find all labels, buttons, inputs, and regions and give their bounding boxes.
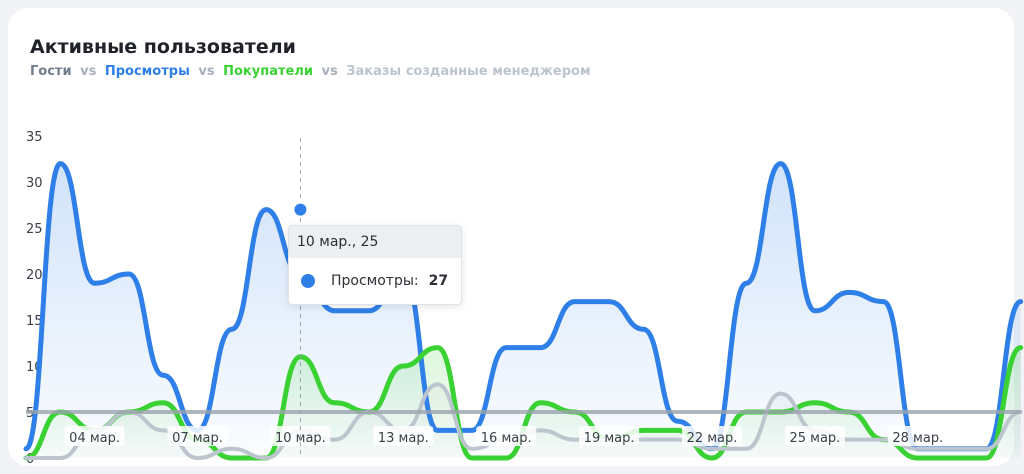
chart-subtitle: Гости vs Просмотры vs Покупатели vs Зака… bbox=[30, 64, 595, 79]
highlight-point bbox=[292, 201, 309, 218]
series-views-line bbox=[23, 161, 1024, 452]
y-tick-label: 20 bbox=[26, 268, 43, 283]
x-tick-label-bg bbox=[167, 426, 228, 446]
x-tick-label: 10 мар. bbox=[275, 431, 326, 446]
y-tick-label: 30 bbox=[26, 176, 43, 191]
x-tick-label: 07 мар. bbox=[172, 431, 223, 446]
x-tick-label-bg bbox=[887, 426, 948, 446]
chart-title: Активные пользователи bbox=[30, 36, 296, 58]
y-tick-label: 35 bbox=[26, 130, 43, 145]
x-tick-label-bg bbox=[682, 426, 742, 446]
x-tick-label: 16 мар. bbox=[481, 431, 532, 446]
x-tick-label: 04 мар. bbox=[69, 431, 120, 446]
chart-tooltip: 10 мар., 25 Просмотры: 27 bbox=[288, 225, 462, 305]
x-tick-label-bg bbox=[784, 426, 845, 446]
legend-orders[interactable]: Заказы созданные менеджером bbox=[346, 64, 591, 79]
x-tick-label-bg bbox=[579, 426, 640, 446]
legend-views[interactable]: Просмотры bbox=[104, 64, 190, 79]
tooltip-series-label: Просмотры: bbox=[331, 273, 419, 289]
x-tick-label: 28 мар. bbox=[892, 431, 943, 446]
tooltip-series-dot-icon bbox=[301, 274, 315, 288]
legend-guests[interactable]: Гости bbox=[30, 64, 72, 79]
x-tick-label: 25 мар. bbox=[789, 431, 840, 446]
tooltip-value: 27 bbox=[428, 273, 449, 289]
y-tick-label: 15 bbox=[26, 314, 43, 329]
x-tick-label-bg bbox=[64, 426, 125, 446]
x-tick-label: 22 мар. bbox=[687, 431, 738, 446]
legend-vs: vs bbox=[321, 64, 338, 79]
legend-buyers[interactable]: Покупатели bbox=[223, 64, 313, 79]
legend-vs: vs bbox=[80, 64, 97, 79]
x-tick-label-bg bbox=[476, 426, 537, 446]
x-tick-label: 19 мар. bbox=[584, 431, 635, 446]
x-tick-label-bg bbox=[373, 426, 434, 446]
legend-vs: vs bbox=[198, 64, 215, 79]
y-tick-label: 25 bbox=[26, 222, 43, 237]
tooltip-row: Просмотры: 27 bbox=[289, 258, 461, 304]
x-tick-label: 13 мар. bbox=[378, 431, 429, 446]
tooltip-date: 10 мар., 25 bbox=[289, 226, 461, 258]
series-views-area bbox=[26, 163, 1021, 458]
